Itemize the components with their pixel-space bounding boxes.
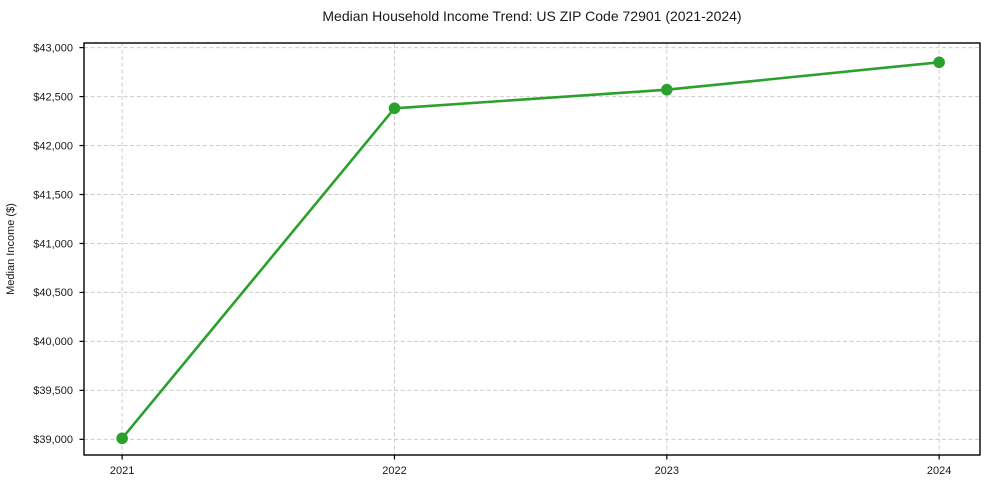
- income-trend-line: [120, 60, 941, 440]
- y-tick-label: $43,000: [33, 42, 73, 54]
- chart-title: Median Household Income Trend: US ZIP Co…: [322, 8, 741, 24]
- y-tick-label: $41,500: [33, 189, 73, 201]
- data-point-marker: [661, 83, 673, 96]
- y-tick-label: $39,500: [33, 385, 73, 397]
- series-layer: [116, 56, 945, 445]
- x-tick-label: 2024: [927, 465, 951, 477]
- y-tick-label: $42,000: [33, 140, 73, 152]
- y-axis-label: Median Income ($): [5, 203, 17, 295]
- grid-layer: [84, 43, 980, 455]
- y-tick-label: $40,000: [33, 336, 73, 348]
- y-tick-label: $42,500: [33, 91, 73, 103]
- y-tick-label: $40,500: [33, 287, 73, 299]
- data-point-marker: [388, 102, 401, 115]
- x-tick-label: 2023: [655, 465, 679, 477]
- plot-border: [83, 42, 981, 456]
- data-point-marker: [933, 56, 945, 69]
- x-tick-label: 2021: [110, 465, 134, 477]
- data-point-marker: [116, 432, 128, 445]
- axis-layer: $39,000 $39,500 $40,000 $40,500 $41,000 $41,5…: [33, 42, 981, 477]
- x-tick-label: 2022: [382, 465, 406, 477]
- y-tick-label: $41,000: [33, 238, 73, 250]
- y-tick-label: $39,000: [33, 434, 73, 446]
